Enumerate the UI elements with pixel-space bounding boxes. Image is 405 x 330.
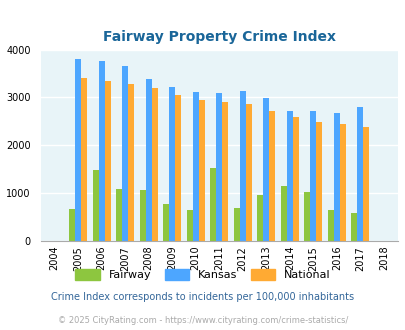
Bar [339,124,345,241]
Bar [222,102,228,241]
Bar [75,59,81,241]
Title: Fairway Property Crime Index: Fairway Property Crime Index [102,30,335,44]
Bar [286,111,292,241]
Bar [128,84,134,241]
Bar [69,209,75,241]
Bar [356,107,362,241]
Bar [315,122,321,241]
Bar [292,117,298,241]
Bar [93,170,98,241]
Bar [327,210,333,241]
Bar [257,195,263,241]
Bar [216,93,222,241]
Bar [239,91,245,241]
Bar [145,79,151,241]
Text: Crime Index corresponds to incidents per 100,000 inhabitants: Crime Index corresponds to incidents per… [51,292,354,302]
Bar [333,113,339,241]
Bar [81,78,87,241]
Bar [192,92,198,241]
Bar [98,61,104,241]
Legend: Fairway, Kansas, National: Fairway, Kansas, National [70,263,335,285]
Bar [233,208,239,241]
Bar [263,98,269,241]
Text: © 2025 CityRating.com - https://www.cityrating.com/crime-statistics/: © 2025 CityRating.com - https://www.city… [58,315,347,325]
Bar [280,186,286,241]
Bar [116,189,122,241]
Bar [104,81,110,241]
Bar [140,190,145,241]
Bar [351,213,356,241]
Bar [186,210,192,241]
Bar [210,168,216,241]
Bar [151,88,157,241]
Bar [309,111,315,241]
Bar [269,111,275,241]
Bar [122,66,128,241]
Bar [304,192,309,241]
Bar [163,204,169,241]
Bar [198,100,204,241]
Bar [245,104,251,241]
Bar [169,87,175,241]
Bar [362,126,368,241]
Bar [175,95,181,241]
